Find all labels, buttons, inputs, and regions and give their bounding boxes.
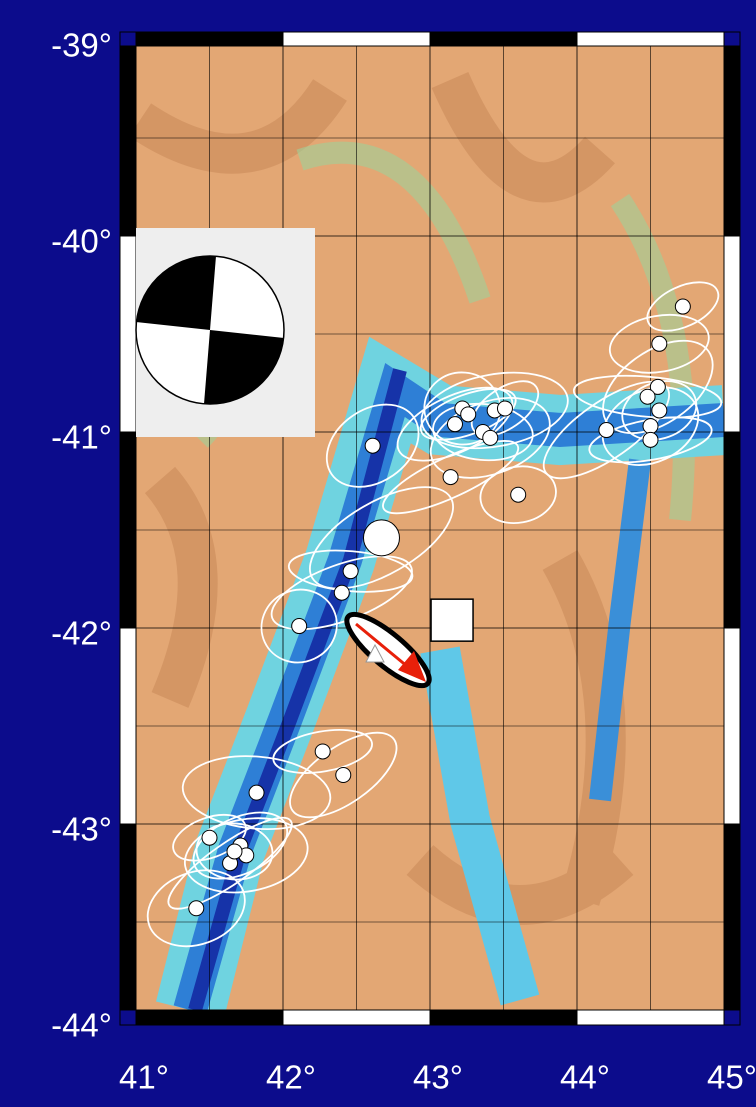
event — [292, 619, 307, 634]
lon-tick-label: 42° — [266, 1059, 316, 1096]
event — [461, 407, 476, 422]
frame-segment — [430, 1010, 577, 1025]
event — [343, 564, 358, 579]
event — [315, 744, 330, 759]
frame-segment — [120, 432, 136, 628]
event — [336, 768, 351, 783]
event — [443, 470, 458, 485]
event — [227, 844, 242, 859]
event — [652, 336, 667, 351]
lon-tick-label: 43° — [413, 1059, 463, 1096]
lat-tick-label: -42° — [51, 615, 112, 652]
lat-tick-label: -41° — [51, 419, 112, 456]
frame-segment — [577, 32, 724, 46]
frame-segment — [283, 1010, 430, 1025]
event — [334, 585, 349, 600]
lat-tick-label: -43° — [51, 811, 112, 848]
lat-tick-label: -40° — [51, 223, 112, 260]
frame-segment — [577, 1010, 724, 1025]
event — [599, 423, 614, 438]
lon-tick-label: 44° — [560, 1059, 610, 1096]
frame-segment — [120, 46, 136, 236]
event — [483, 430, 498, 445]
event — [189, 901, 204, 916]
event — [202, 830, 217, 845]
event — [652, 403, 667, 418]
event — [640, 389, 655, 404]
frame-segment — [120, 824, 136, 1010]
frame-segment — [283, 32, 430, 46]
event — [643, 432, 658, 447]
focal-mechanism-inset — [136, 228, 315, 437]
frame-segment — [120, 628, 136, 824]
frame-segment — [430, 32, 577, 46]
lon-tick-label: 45° — [707, 1059, 756, 1096]
frame-segment — [724, 628, 740, 824]
frame-segment — [120, 236, 136, 432]
event — [511, 487, 526, 502]
event — [249, 785, 264, 800]
event — [643, 419, 658, 434]
event — [447, 417, 462, 432]
event — [497, 401, 512, 416]
lon-tick-label: 41° — [119, 1059, 169, 1096]
lat-tick-label: -44° — [51, 1007, 112, 1044]
frame-segment — [136, 1010, 283, 1025]
frame-segment — [724, 824, 740, 1010]
frame-segment — [724, 432, 740, 628]
map: 41° 42° 43° 44° 45° -39° -40° -41° -42° -43° -44° — [0, 0, 756, 1107]
frame-segment — [724, 46, 740, 236]
frame-segment — [724, 236, 740, 432]
station — [431, 599, 473, 641]
event — [675, 299, 690, 314]
lat-tick-label: -39° — [51, 27, 112, 64]
event — [365, 438, 380, 453]
main-event — [363, 520, 399, 556]
frame-segment — [136, 32, 283, 46]
